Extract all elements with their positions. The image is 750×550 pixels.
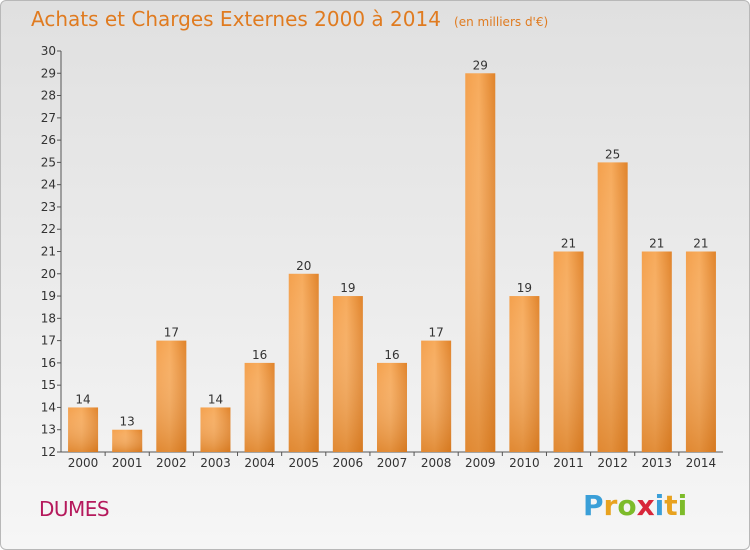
bar-value-label: 13 [120,415,135,429]
y-tick-label: 17 [41,334,56,348]
bar-shade [156,340,187,452]
bar-shade [421,340,452,452]
x-tick-label: 2012 [597,456,628,470]
chart-unit-note: (en milliers d'€) [454,15,549,29]
y-tick-label: 21 [41,245,56,259]
bar-shade [112,429,143,452]
value-labels: 14 13 17 14 16 20 19 16 17 29 19 21 25 21 21 [75,58,708,428]
bar-shade [332,296,363,452]
chart-title: Achats et Charges Externes 2000 à 2014 [31,7,441,31]
y-tick-label: 22 [41,222,56,236]
x-tick-label: 2003 [200,456,231,470]
bar-value-label: 17 [428,326,443,340]
x-tick-label: 2000 [68,456,99,470]
x-tick-label: 2005 [288,456,319,470]
bar-shade [288,273,319,452]
bar-value-label: 21 [561,237,576,251]
bar-value-label: 14 [208,392,223,406]
y-tick-label: 24 [41,178,56,192]
bar-value-label: 19 [340,281,355,295]
bar-shade [641,251,672,452]
x-tick-label: 2009 [465,456,496,470]
y-tick-label: 20 [41,267,56,281]
y-tick-label: 18 [41,311,56,325]
y-tick-label: 23 [41,200,56,214]
logo-letter: x [636,489,655,522]
y-tick-label: 16 [41,356,56,370]
logo-letter: o [617,489,637,522]
x-tick-label: 2006 [333,456,364,470]
bar-value-label: 25 [605,147,620,161]
y-tick-label: 29 [41,66,56,80]
logo-letter: i [654,489,665,522]
logo-letter: i [677,489,688,522]
bar-shade [465,73,496,453]
logo-letter: t [664,489,678,522]
proxiti-logo: Proxiti [583,489,687,522]
y-tick-label: 27 [41,111,56,125]
y-tick-label: 28 [41,89,56,103]
x-tick-label: 2014 [686,456,717,470]
bars [68,73,716,453]
x-tick-label: 2008 [421,456,452,470]
x-tick-label: 2013 [642,456,673,470]
x-tick-label: 2007 [377,456,408,470]
x-tick-label: 2002 [156,456,187,470]
bar-value-label: 21 [693,237,708,251]
bar-shade [377,362,407,452]
y-tick-label: 12 [41,445,56,459]
bar-shade [68,407,99,452]
commune-name: DUMES [39,497,110,521]
bar-shade [685,251,716,452]
bar-shade [553,251,584,452]
y-tick-label: 25 [41,155,56,169]
x-tick-label: 2001 [112,456,143,470]
x-tick-label: 2011 [553,456,584,470]
bar-value-label: 29 [473,58,488,72]
bar-value-label: 20 [296,259,311,273]
chart-title-block: Achats et Charges Externes 2000 à 2014 (… [31,7,548,31]
bar-value-label: 16 [384,348,399,362]
y-tick-label: 30 [41,44,56,58]
logo-letter: P [583,489,604,522]
axes: 12 13 14 15 16 17 18 19 20 21 22 23 24 25 26 27 28 29 30 20… [41,44,723,470]
bar-value-label: 19 [517,281,532,295]
y-tick-label: 19 [41,289,56,303]
y-tick-label: 13 [41,423,56,437]
bar-shade [200,407,231,452]
bar-value-label: 14 [75,392,90,406]
bar-shade [597,162,628,452]
bar-shade [509,296,540,452]
y-tick-label: 14 [41,400,56,414]
x-tick-label: 2004 [244,456,275,470]
logo-letter: r [603,489,618,522]
y-tick-label: 26 [41,133,56,147]
bar-shade [244,362,275,452]
bar-value-label: 17 [164,326,179,340]
x-tick-label: 2010 [509,456,540,470]
y-tick-label: 15 [41,378,56,392]
bar-value-label: 21 [649,237,664,251]
bar-value-label: 16 [252,348,267,362]
